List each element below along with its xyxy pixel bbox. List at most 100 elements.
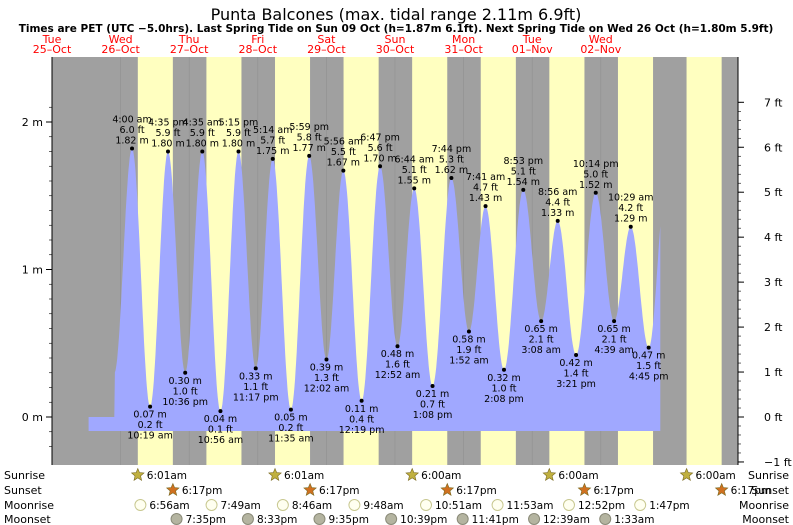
tide-label: 1:08 pm (413, 410, 453, 421)
moonrise-time: 7:49am (221, 500, 261, 512)
tide-label: 5.1 ft (402, 165, 427, 176)
moonset-icon (313, 513, 326, 525)
sunrise-time: 6:01am (147, 470, 187, 482)
tide-label: 12:02 am (304, 383, 349, 394)
tide-point (307, 153, 312, 158)
tide-label: 4:45 pm (629, 372, 669, 383)
tide-label: 0.65 m (597, 324, 630, 335)
day-name: Mon (452, 33, 475, 46)
tide-label: 1.6 ft (385, 360, 410, 371)
sunrise-star-icon (268, 467, 282, 481)
moonset-time: 9:35pm (328, 514, 368, 525)
tide-point (270, 156, 275, 161)
tide-label: 8:53 pm (503, 156, 543, 167)
moonset-time: 11:41pm (472, 514, 519, 525)
tide-label: 0.07 m (133, 410, 166, 421)
tide-label: 11:35 am (268, 434, 313, 445)
tide-label: 0.11 m (345, 404, 378, 415)
tide-point (236, 149, 241, 154)
tide-label: 0.1 ft (208, 425, 233, 436)
sunrise-star-icon (405, 467, 420, 481)
tide-point (612, 319, 617, 324)
tide-label: 0.65 m (524, 324, 557, 335)
left-tick-label: 0 m (22, 411, 43, 424)
tide-label: 0.21 m (416, 389, 449, 400)
tide-label: 0.48 m (381, 349, 414, 360)
tide-label: 10:36 pm (162, 397, 208, 408)
moonset-time: 7:35pm (186, 514, 226, 525)
tide-label: 5.7 ft (260, 135, 285, 146)
right-tick-label: 2 ft (764, 321, 783, 334)
moonset-time: 10:39pm (400, 514, 447, 525)
tide-label: 0.42 m (559, 358, 592, 369)
tide-point (555, 218, 560, 223)
right-tick-label: 6 ft (764, 141, 783, 154)
day-date: 25–Oct (33, 43, 72, 56)
tide-label: 3:08 am (521, 345, 560, 356)
sunset-time: 6:17pm (319, 485, 359, 497)
tide-label: 10:56 am (198, 435, 243, 446)
tide-point (501, 367, 506, 372)
day-name: Thu (178, 33, 200, 46)
moonset-time: 8:33pm (257, 514, 297, 525)
day-date: 31–Oct (444, 43, 483, 56)
tide-label: 0.32 m (487, 373, 520, 384)
tide-label: 1.62 m (435, 165, 468, 176)
day-date: 02–Nov (580, 43, 621, 56)
tide-point (574, 353, 579, 358)
tide-point (430, 384, 435, 389)
tide-label: 1.43 m (469, 193, 502, 204)
tide-point (288, 407, 293, 412)
tide-label: 5.8 ft (297, 132, 322, 143)
tide-label: 4:35 pm (148, 118, 188, 129)
sunrise-time: 6:00am (421, 470, 461, 482)
tide-label: 1.1 ft (243, 382, 268, 393)
moonset-icon (241, 513, 254, 525)
tide-label: 2:08 pm (484, 394, 524, 405)
tide-label: 5:15 pm (219, 118, 259, 129)
tide-label: 1.5 ft (636, 361, 661, 372)
sunset-time: 6:17pm (593, 485, 633, 497)
sunrise-time: 6:00am (558, 470, 598, 482)
tide-label: 1.0 ft (173, 386, 198, 397)
tide-label: 4.7 ft (473, 183, 498, 194)
tide-label: 1.33 m (541, 208, 574, 219)
tide-label: 4.4 ft (545, 197, 570, 208)
moonset-time: 1:33am (614, 514, 654, 525)
day-name: Tue (522, 33, 542, 46)
tide-point (539, 319, 544, 324)
tide-point (253, 366, 258, 371)
row-label-left: Moonrise (4, 499, 54, 512)
tide-point (628, 224, 633, 229)
tide-label: 4:35 am (183, 118, 222, 129)
tide-label: 5.1 ft (511, 166, 536, 177)
row-label-left: Moonset (4, 513, 51, 525)
tide-label: 10:19 am (127, 431, 172, 442)
tide-label: 1.3 ft (314, 373, 339, 384)
sunrise-star-icon (542, 467, 557, 481)
tide-label: 1.54 m (507, 177, 540, 188)
moonset-icon (528, 513, 541, 525)
tide-label: 5.0 ft (583, 169, 608, 180)
tide-label: 1:52 am (449, 355, 488, 366)
tide-label: 1.80 m (222, 139, 255, 150)
tide-point (593, 190, 598, 195)
sunset-time: 6:17pm (456, 485, 496, 497)
tide-label: 7:41 am (466, 172, 505, 183)
sunrise-star-icon (130, 467, 145, 481)
right-tick-label: 3 ft (764, 276, 783, 289)
tide-level-area (88, 148, 661, 431)
tide-label: 12:52 am (375, 370, 420, 381)
tide-label: 0.33 m (239, 371, 272, 382)
tide-label: 0.58 m (452, 334, 485, 345)
right-tick-label: 1 ft (764, 366, 783, 379)
tide-label: 1.55 m (398, 175, 431, 186)
tide-label: 1.82 m (115, 136, 148, 147)
row-label-right: Sunrise (748, 469, 789, 482)
moonrise-time: 8:46am (292, 500, 332, 512)
sunset-star-icon (165, 482, 180, 496)
sunrise-time: 6:01am (284, 470, 324, 482)
tide-point (200, 149, 205, 154)
moonset-icon (456, 513, 469, 525)
tide-point (218, 409, 223, 414)
